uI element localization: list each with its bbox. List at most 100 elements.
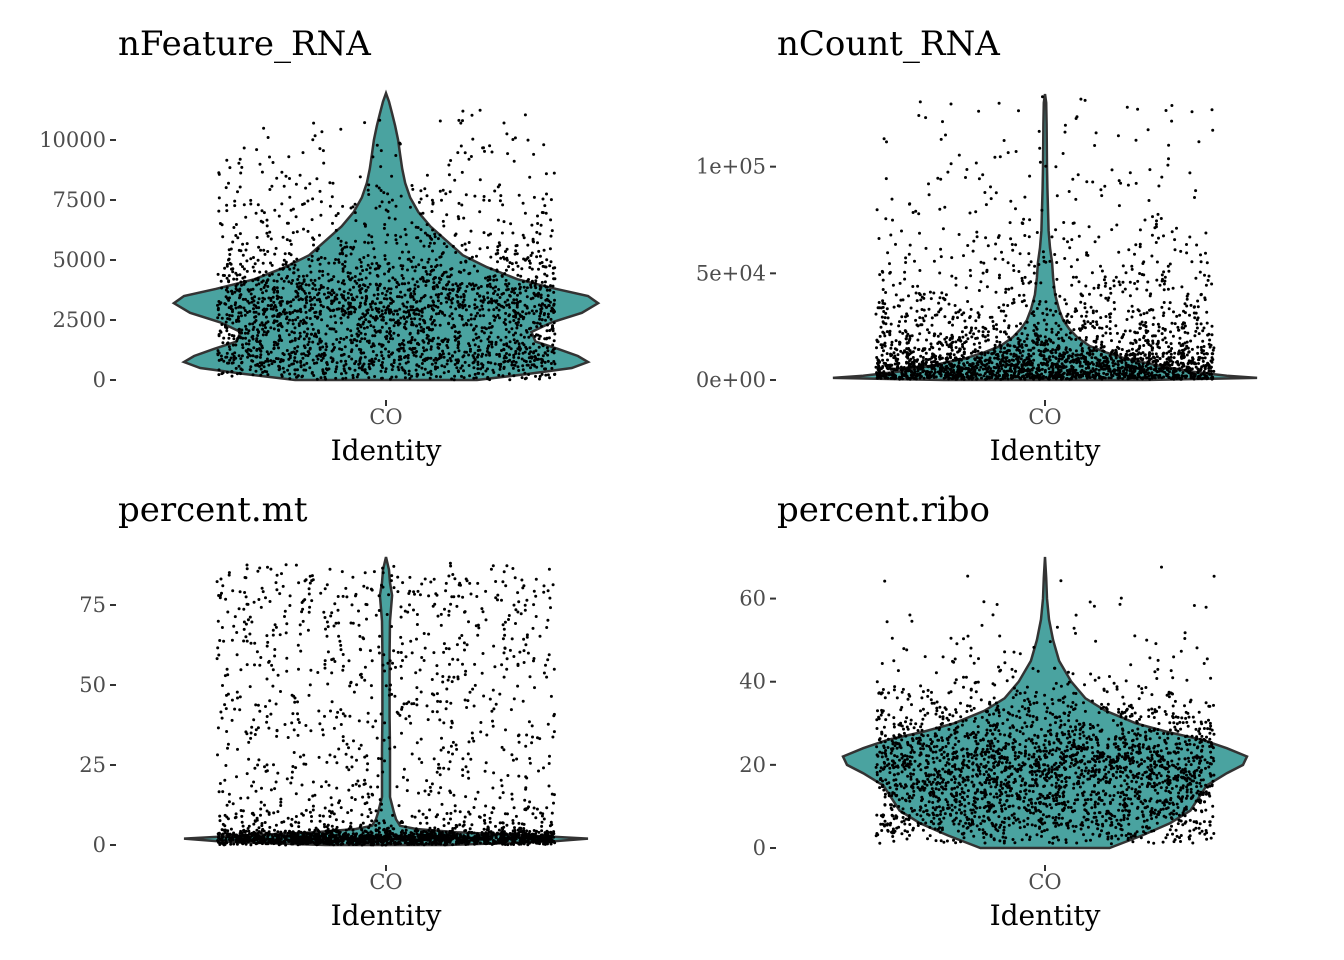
- data-point: [1104, 296, 1108, 300]
- data-point: [486, 296, 490, 300]
- data-point: [929, 342, 933, 346]
- data-point: [1201, 339, 1205, 343]
- data-point: [293, 326, 297, 330]
- data-point: [219, 279, 223, 283]
- data-point: [1172, 310, 1175, 314]
- data-point: [444, 192, 448, 196]
- data-point: [399, 357, 403, 361]
- data-point: [1135, 287, 1139, 291]
- data-point: [504, 278, 508, 282]
- data-point: [1022, 217, 1026, 221]
- data-point: [1083, 306, 1087, 310]
- data-point: [1167, 307, 1171, 311]
- data-point: [239, 280, 243, 284]
- data-point: [320, 130, 324, 134]
- data-point: [318, 147, 322, 151]
- data-point: [1133, 330, 1137, 334]
- data-point: [1058, 365, 1062, 368]
- data-point: [503, 318, 507, 322]
- data-point: [1188, 366, 1192, 370]
- data-point: [482, 195, 486, 198]
- data-point: [307, 291, 311, 295]
- data-point: [1160, 376, 1164, 380]
- data-point: [318, 262, 322, 266]
- data-point: [910, 370, 914, 374]
- data-point: [233, 199, 237, 203]
- data-point: [277, 214, 281, 218]
- data-point: [1108, 315, 1112, 319]
- data-point: [977, 329, 981, 333]
- data-point: [905, 360, 908, 364]
- data-point: [319, 309, 322, 313]
- data-point: [911, 350, 915, 354]
- data-point: [296, 294, 300, 298]
- data-point: [1206, 376, 1210, 380]
- data-point: [1130, 359, 1134, 363]
- data-point: [383, 223, 387, 226]
- data-point: [1066, 240, 1069, 244]
- data-point: [440, 198, 443, 202]
- data-point: [414, 225, 418, 229]
- data-point: [330, 195, 334, 199]
- data-point: [429, 317, 433, 321]
- data-point: [463, 151, 467, 155]
- data-point: [1102, 371, 1106, 375]
- data-point: [296, 285, 300, 289]
- data-point: [344, 371, 348, 375]
- data-point: [1076, 173, 1080, 177]
- data-point: [944, 133, 947, 137]
- data-point: [254, 315, 258, 319]
- data-point: [1063, 130, 1067, 134]
- data-point: [999, 377, 1003, 381]
- data-point: [442, 371, 446, 375]
- data-point: [357, 347, 361, 351]
- data-point: [1142, 260, 1146, 264]
- data-point: [479, 285, 483, 288]
- data-point: [522, 335, 526, 339]
- data-point: [319, 213, 323, 217]
- data-point: [1113, 362, 1117, 366]
- data-point: [364, 289, 368, 293]
- data-point: [1001, 354, 1005, 358]
- data-point: [315, 249, 319, 253]
- data-point: [247, 342, 251, 346]
- data-point: [387, 355, 391, 359]
- data-point: [513, 136, 517, 140]
- data-point: [472, 284, 476, 288]
- data-point: [1063, 123, 1067, 127]
- data-point: [497, 288, 501, 291]
- data-point: [320, 359, 323, 362]
- data-point: [989, 185, 992, 189]
- data-point: [512, 319, 516, 322]
- data-point: [265, 218, 269, 222]
- data-point: [390, 375, 394, 379]
- data-point: [411, 351, 415, 354]
- data-point: [258, 339, 262, 343]
- data-point: [408, 314, 412, 318]
- data-point: [244, 327, 248, 331]
- data-point: [1151, 341, 1155, 345]
- data-point: [496, 248, 500, 252]
- data-point: [419, 329, 423, 333]
- data-point: [322, 161, 326, 165]
- data-point: [318, 288, 321, 291]
- data-point: [467, 364, 471, 367]
- data-point: [1069, 265, 1073, 269]
- data-point: [313, 296, 316, 300]
- data-point: [308, 346, 312, 350]
- data-point: [395, 309, 399, 313]
- data-point: [499, 256, 503, 260]
- data-point: [266, 304, 270, 307]
- data-point: [447, 288, 451, 292]
- data-point: [342, 290, 346, 294]
- data-point: [1196, 305, 1200, 309]
- data-point: [524, 289, 528, 293]
- data-point: [278, 365, 281, 369]
- data-point: [340, 307, 344, 311]
- data-point: [385, 289, 389, 293]
- data-point: [434, 361, 438, 365]
- data-point: [918, 231, 921, 235]
- data-point: [938, 354, 942, 358]
- data-point: [1207, 274, 1211, 278]
- data-point: [234, 223, 238, 226]
